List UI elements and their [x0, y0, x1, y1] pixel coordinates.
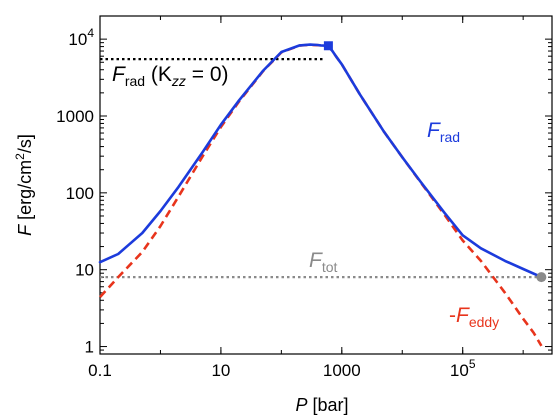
x-tick-label: 0.1: [88, 361, 112, 380]
annotation-frad: Frad: [427, 119, 460, 145]
markers: [323, 41, 547, 283]
x-tick-label: 1000: [323, 361, 361, 380]
x-tick-label: 10: [211, 361, 230, 380]
y-axis-label: F [erg/cm2/s]: [13, 134, 35, 236]
annotation-frad-k0: Frad (Kzz = 0): [112, 63, 229, 89]
series-line-feddy: [99, 43, 543, 347]
y-tick-label: 100: [66, 184, 94, 203]
reference-lines: [100, 57, 542, 279]
marker-circle: [536, 272, 547, 283]
y-tick-label: 1: [85, 338, 94, 357]
series-lines: [98, 43, 543, 347]
plot-frame: [99, 15, 553, 355]
x-tick-label: 105: [450, 357, 476, 380]
annotation-ftot: Ftot: [309, 249, 338, 275]
y-tick-label: 1000: [56, 107, 94, 126]
x-axis-label: P [bar]: [295, 395, 348, 415]
y-tick-label: 10: [75, 261, 94, 280]
axis-ticks: 0.1 10 1000 105 1 10 100 1000 104: [56, 15, 552, 380]
y-tick-label: 104: [68, 26, 94, 49]
marker-square: [323, 41, 333, 51]
annotation-feddy: -Feddy: [449, 304, 499, 330]
